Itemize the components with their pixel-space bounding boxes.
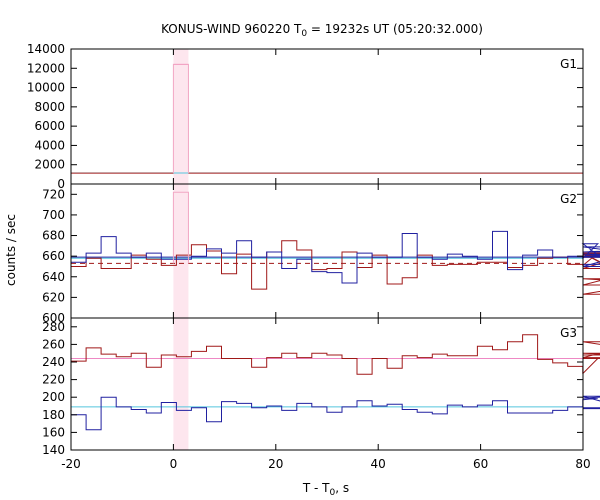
x-axis-label-suffix: , s xyxy=(335,481,349,495)
series-line-1 xyxy=(71,395,600,431)
y-tick-label: 720 xyxy=(42,187,65,201)
highlight-band xyxy=(173,49,189,184)
x-axis-label-sub: 0 xyxy=(330,488,336,498)
y-tick-label: 280 xyxy=(42,320,65,334)
chart-title-sub: 0 xyxy=(301,29,307,39)
y-tick-label: 260 xyxy=(42,337,65,351)
panel-label-g2: G2 xyxy=(560,192,577,206)
y-tick-label: 2000 xyxy=(34,158,65,172)
y-tick-label: 14000 xyxy=(27,42,65,56)
y-tick-label: 8000 xyxy=(34,100,65,114)
panel-frame xyxy=(70,48,584,185)
series-line-0 xyxy=(71,240,600,295)
panel-frame xyxy=(70,317,584,451)
y-tick-label: 200 xyxy=(42,390,65,404)
y-tick-label: 12000 xyxy=(27,61,65,75)
panel-label-g1: G1 xyxy=(560,57,577,71)
y-tick-label: 180 xyxy=(42,408,65,422)
chart-title-suffix: = 19232s UT (05:20:32.000) xyxy=(307,22,483,36)
y-tick-label: 140 xyxy=(42,443,65,457)
panel-frame xyxy=(70,183,584,319)
chart-title-prefix: KONUS-WIND 960220 T xyxy=(161,22,302,36)
y-tick-label: 240 xyxy=(42,355,65,369)
plot-layer: 02000400060008000100001200014000G1600620… xyxy=(27,42,600,471)
y-tick-label: 10000 xyxy=(27,81,65,95)
panel-g2: 600 620 640 660 680 700 720 G2 xyxy=(42,183,600,325)
panel-g1: 0 2000 4000 6000 8000 10000 12000 14000 G1 xyxy=(27,42,584,191)
x-axis-label: T - T0, s xyxy=(302,481,349,498)
y-tick-label: 700 xyxy=(42,208,65,222)
y-tick-label: 6000 xyxy=(34,119,65,133)
panel-g3: 140 160 180 200 220 240 260 280 G3 xyxy=(42,317,600,457)
y-tick-label: 4000 xyxy=(34,138,65,152)
y-tick-label: 680 xyxy=(42,229,65,243)
x-tick-label: 20 xyxy=(268,457,283,471)
x-tick-label: -20 xyxy=(61,457,81,471)
y-tick-label: 160 xyxy=(42,425,65,439)
x-tick-label: 0 xyxy=(170,457,178,471)
panel-label-g3: G3 xyxy=(560,326,577,340)
x-tick-label: 40 xyxy=(371,457,386,471)
burst-outline xyxy=(172,63,189,174)
y-tick-label: 620 xyxy=(42,290,65,304)
y-tick-label: 600 xyxy=(42,311,65,325)
burst-outline xyxy=(172,191,189,264)
y-tick-label: 640 xyxy=(42,270,65,284)
x-tick-label: 80 xyxy=(575,457,590,471)
highlight-band xyxy=(173,184,189,318)
y-tick-label: 220 xyxy=(42,373,65,387)
series-line-1 xyxy=(71,230,600,284)
y-tick-label: 660 xyxy=(42,249,65,263)
series-line-0 xyxy=(71,334,600,375)
highlight-band xyxy=(173,318,189,450)
x-tick-label: 60 xyxy=(473,457,488,471)
y-axis-label: counts / sec xyxy=(4,214,18,286)
y-tick-label: 0 xyxy=(57,177,65,191)
chart-title: KONUS-WIND 960220 T0 = 19232s UT (05:20:… xyxy=(161,22,483,39)
x-axis-label-prefix: T - T xyxy=(302,481,330,495)
